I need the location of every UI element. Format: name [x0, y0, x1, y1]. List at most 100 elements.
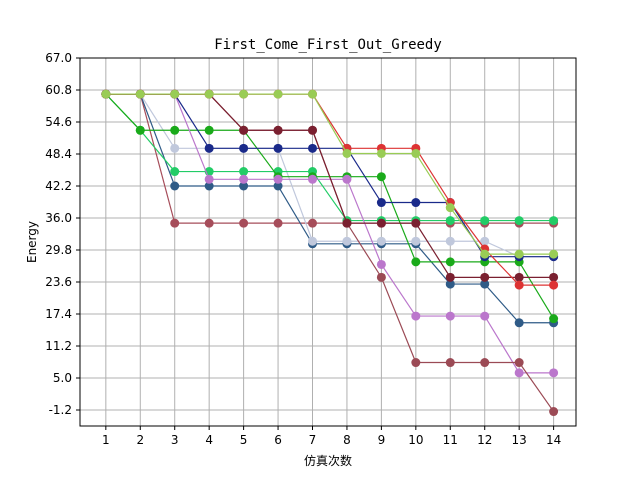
data-point	[170, 218, 180, 228]
data-point	[342, 174, 352, 184]
data-point	[411, 148, 421, 158]
data-point	[170, 181, 180, 191]
data-point	[480, 249, 490, 259]
x-tick-label: 11	[443, 433, 458, 447]
data-point	[170, 125, 180, 135]
data-point	[342, 236, 352, 246]
series-line	[105, 93, 554, 255]
data-point	[239, 167, 249, 177]
data-point	[239, 143, 249, 153]
chart-title: First_Come_First_Out_Greedy	[214, 37, 442, 53]
y-tick-label: 17.4	[45, 307, 72, 321]
y-tick-label: 54.6	[45, 115, 72, 129]
x-tick-label: 10	[408, 433, 423, 447]
data-point	[204, 89, 214, 99]
y-tick-label: -1.2	[49, 403, 72, 417]
data-point	[445, 236, 455, 246]
data-point	[411, 358, 421, 368]
data-point	[445, 311, 455, 321]
data-point	[376, 172, 386, 182]
data-point	[239, 89, 249, 99]
data-point	[445, 272, 455, 282]
y-tick-label: 5.0	[53, 371, 72, 385]
data-point	[239, 125, 249, 135]
x-tick-label: 13	[512, 433, 527, 447]
data-point	[549, 216, 559, 226]
data-point	[204, 143, 214, 153]
series-layer	[101, 89, 559, 417]
x-tick-label: 9	[378, 433, 386, 447]
data-point	[170, 89, 180, 99]
y-axis-label: Energy	[25, 221, 39, 263]
data-point	[549, 249, 559, 259]
data-point	[135, 89, 145, 99]
y-tick-label: 29.8	[45, 243, 72, 257]
y-tick-label: 23.6	[45, 275, 72, 289]
series-line	[105, 93, 554, 222]
data-point	[445, 257, 455, 267]
x-tick-label: 12	[477, 433, 492, 447]
data-point	[514, 358, 524, 368]
data-point	[204, 174, 214, 184]
y-tick-label: 67.0	[45, 51, 72, 65]
data-point	[273, 143, 283, 153]
data-point	[480, 216, 490, 226]
data-point	[549, 368, 559, 378]
grid	[80, 57, 576, 426]
x-tick-label: 14	[546, 433, 561, 447]
data-point	[308, 236, 317, 246]
data-point	[170, 167, 180, 177]
data-point	[445, 358, 455, 368]
data-point	[445, 279, 455, 289]
data-point	[308, 89, 317, 99]
data-point	[376, 148, 386, 158]
data-point	[514, 216, 524, 226]
series-2	[101, 89, 559, 328]
data-point	[204, 218, 214, 228]
data-point	[308, 174, 317, 184]
data-point	[239, 181, 249, 191]
data-point	[514, 272, 524, 282]
data-point	[273, 89, 283, 99]
series-line	[105, 93, 554, 324]
data-point	[411, 311, 421, 321]
data-point	[204, 181, 214, 191]
x-tick-label: 7	[309, 433, 317, 447]
series-1	[101, 89, 559, 228]
data-point	[549, 314, 559, 324]
data-point	[342, 148, 352, 158]
x-axis-label: 仿真次数	[304, 453, 352, 468]
series-line	[105, 93, 554, 374]
data-point	[376, 198, 386, 208]
data-point	[239, 174, 249, 184]
data-point	[480, 311, 490, 321]
data-point	[273, 181, 283, 191]
data-point	[376, 259, 386, 269]
series-7	[101, 89, 559, 417]
data-point	[411, 198, 421, 208]
data-point	[445, 216, 455, 226]
data-point	[514, 280, 524, 290]
data-point	[101, 89, 111, 99]
data-point	[549, 272, 559, 282]
data-point	[514, 249, 524, 259]
plot-frame	[79, 57, 577, 427]
data-point	[480, 279, 490, 289]
data-point	[549, 280, 559, 290]
series-11	[101, 89, 559, 259]
series-6	[101, 89, 559, 378]
data-point	[135, 125, 145, 135]
series-line	[105, 93, 554, 224]
y-tick-label: 36.0	[45, 211, 72, 225]
series-line	[105, 93, 554, 258]
y-tick-label: 60.8	[45, 83, 72, 97]
data-point	[342, 218, 352, 228]
x-tick-label: 6	[274, 433, 282, 447]
y-axis-ticks: -1.2 5.0 11.2 17.4 23.6 29.8 36.0 42.2 48.4 54.6 6…	[45, 51, 80, 417]
y-tick-label: 48.4	[45, 147, 72, 161]
data-point	[273, 174, 283, 184]
data-point	[445, 203, 455, 213]
data-point	[514, 368, 524, 378]
data-point	[480, 236, 490, 246]
x-tick-label: 3	[171, 433, 179, 447]
